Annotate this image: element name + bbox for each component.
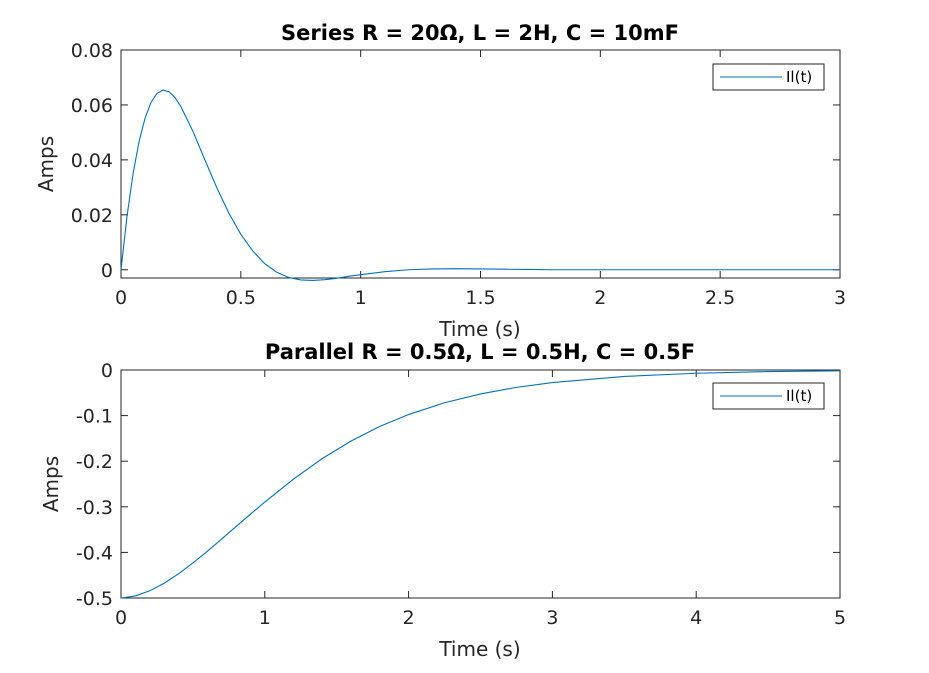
parallel-y-tick-label: -0.2	[76, 451, 113, 473]
series-y-tick-label: 0.02	[71, 205, 113, 227]
series-y-tick-label: 0.06	[71, 95, 113, 117]
series-legend-label: Il(t)	[786, 68, 812, 86]
series-x-tick-label: 0.5	[226, 287, 256, 309]
series-y-tick-label: 0.08	[71, 40, 113, 62]
series-x-tick-label: 2.5	[705, 287, 735, 309]
series-il-line	[120, 89, 840, 282]
parallel-rlc-subplot: Parallel R = 0.5Ω, L = 0.5H, C = 0.5F Ti…	[39, 340, 846, 661]
series-x-tick-label: 2	[594, 287, 606, 309]
parallel-chart-title: Parallel R = 0.5Ω, L = 0.5H, C = 0.5F	[265, 340, 695, 364]
parallel-y-tick-label: -0.4	[76, 542, 113, 564]
parallel-y-axis-label: Amps	[39, 456, 63, 512]
series-rlc-subplot: Series R = 20Ω, L = 2H, C = 10mF Time (s…	[34, 21, 846, 341]
series-x-tick-label: 1	[355, 287, 367, 309]
series-x-tick-label: 1.5	[465, 287, 495, 309]
series-y-axis-label: Amps	[34, 136, 58, 192]
parallel-x-tick-label: 2	[403, 607, 415, 629]
series-ticks: 0 0.5 1 1.5 2 2.5 3 0 0.02 0.04 0.06 0.08	[71, 40, 846, 309]
series-y-tick-label: 0.04	[71, 150, 113, 172]
parallel-legend-label: Il(t)	[786, 387, 812, 405]
series-y-tick-label: 0	[101, 260, 113, 282]
series-x-axis-label: Time (s)	[438, 317, 520, 341]
parallel-y-tick-label: 0	[101, 360, 113, 382]
parallel-x-tick-label: 4	[690, 607, 702, 629]
parallel-x-tick-label: 5	[834, 607, 846, 629]
parallel-legend: Il(t)	[712, 382, 825, 410]
parallel-x-tick-label: 1	[259, 607, 271, 629]
parallel-il-line	[120, 370, 841, 599]
series-x-tick-label: 0	[115, 287, 127, 309]
parallel-y-tick-label: -0.3	[76, 497, 113, 519]
parallel-x-tick-label: 0	[115, 607, 127, 629]
parallel-y-tick-label: -0.1	[76, 406, 113, 428]
parallel-ticks: 0 1 2 3 4 5 -0.5 -0.4 -0.3 -0.2 -0.1 0	[76, 360, 846, 629]
parallel-x-axis-label: Time (s)	[438, 637, 520, 661]
series-chart-title: Series R = 20Ω, L = 2H, C = 10mF	[281, 21, 679, 45]
parallel-x-tick-label: 3	[546, 607, 558, 629]
series-x-tick-label: 3	[834, 287, 846, 309]
parallel-y-tick-label: -0.5	[76, 588, 113, 610]
series-legend: Il(t)	[712, 63, 825, 91]
